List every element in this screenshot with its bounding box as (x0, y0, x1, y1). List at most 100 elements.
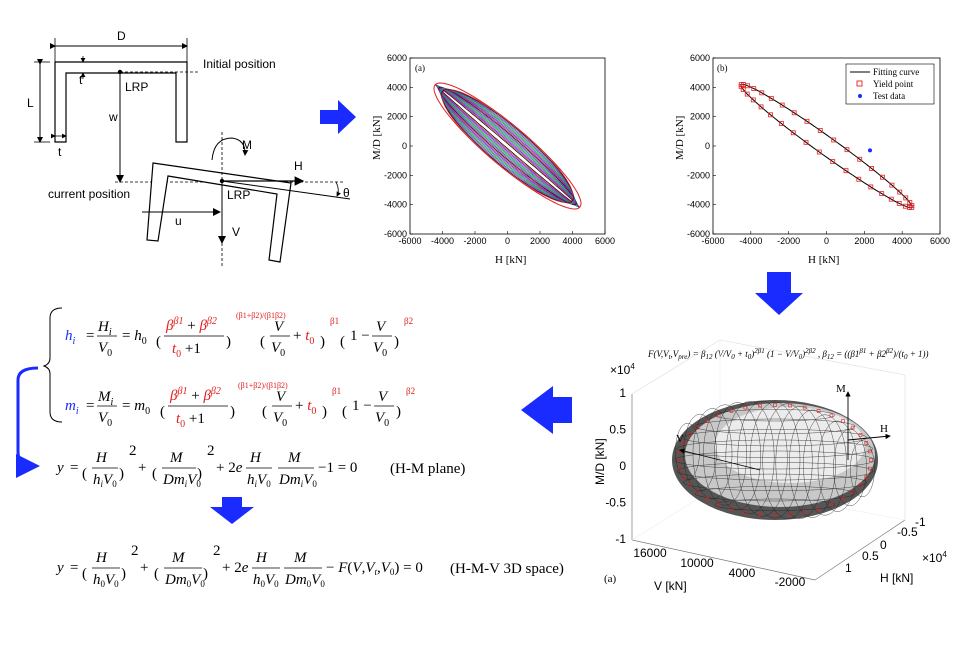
svg-text:2: 2 (213, 543, 221, 559)
plot-a-xtick: -6000 (398, 236, 421, 246)
svg-text:Hi: Hi (97, 319, 112, 338)
svg-text:(: ( (82, 566, 87, 582)
svg-text:β2: β2 (404, 316, 413, 326)
svg-text:β1: β1 (330, 316, 339, 326)
svg-text:): ) (119, 466, 124, 482)
lrp-bottom-label: LRP (227, 188, 250, 202)
theta-label: θ (343, 186, 350, 200)
svg-text:V0: V0 (375, 410, 389, 429)
svg-text:+ 2e: + 2e (222, 560, 249, 576)
plot-b-yield-point (888, 196, 894, 202)
plot-b-xtick: 6000 (930, 236, 950, 246)
zlabel: M/D [kN] (593, 438, 607, 485)
svg-text:=: = (86, 328, 94, 344)
plot-b-yield-point (897, 189, 903, 195)
svg-text:hiV0: hiV0 (247, 472, 271, 489)
svg-text:(: ( (154, 566, 159, 582)
plot-b-yield-point (830, 159, 836, 164)
equation-hmv-space: y = ( H h0V0 ) 2 + ( M Dm0V0 ) 2 + 2e H … (55, 543, 564, 589)
plot-3d-formula: F(V,Vt,Vpre) = β12 (V/V0 + t0)2β1 (1 − V… (647, 347, 929, 361)
svg-text:V: V (378, 389, 389, 405)
svg-text:(β1+β2)/(β1β2): (β1+β2)/(β1β2) (236, 311, 286, 320)
svg-text:): ) (394, 334, 399, 350)
plot-b-yield-point (889, 182, 895, 188)
plot-b-yield-point (791, 110, 797, 116)
plot-a-series (437, 86, 578, 206)
svg-text:t0 +1: t0 +1 (176, 411, 205, 430)
plot-a-fitting-ellipse (433, 82, 582, 210)
svg-text:M: M (169, 450, 184, 466)
plot-b-yield-point (803, 139, 809, 145)
current-frame (146, 162, 292, 263)
plot-b-yield-point (750, 97, 756, 103)
svg-text:M: M (293, 550, 308, 566)
svg-text:+: + (138, 460, 146, 476)
svg-text:(: ( (342, 404, 347, 420)
plot-b-test-data-point (868, 148, 873, 153)
plot-b-yield-point (817, 128, 823, 133)
svg-text:V0: V0 (98, 340, 112, 359)
svg-text:(: ( (262, 404, 267, 420)
hm-plane-label: (H-M plane) (390, 461, 465, 477)
current-position-label: current position (48, 187, 130, 201)
hmv-space-label: (H-M-V 3D space) (450, 561, 564, 577)
svg-text:+ 2e: + 2e (216, 460, 243, 476)
hlabel: H [kN] (880, 571, 913, 585)
svg-text:V: V (276, 389, 287, 405)
z-tick: 0.5 (609, 423, 626, 437)
plot-b-xtick: 0 (824, 236, 829, 246)
equations: hi = Hi V0 = h0 ( ββ1 + ββ2 t0 +1 ) (β1+… (15, 307, 564, 589)
svg-text:− F(V,Vt,V0) = 0: − F(V,Vt,V0) = 0 (326, 560, 423, 577)
plot-a-series (438, 86, 577, 206)
svg-text:−1 = 0: −1 = 0 (318, 460, 357, 476)
plot-a-xtick: -2000 (463, 236, 486, 246)
svg-text:hi: hi (65, 328, 76, 347)
svg-text:V0: V0 (373, 340, 387, 359)
svg-text:2: 2 (131, 543, 139, 559)
plot-a-series (438, 86, 577, 206)
lrp-top-label: LRP (125, 80, 148, 94)
svg-text:(: ( (156, 334, 161, 350)
axis-h-label: H (880, 423, 888, 435)
svg-text:β2: β2 (406, 386, 415, 396)
plot-a-series (440, 88, 575, 204)
plot-3d: F(V,Vt,Vpre) = β12 (V/V0 + t0)2β1 (1 − V… (593, 339, 947, 593)
svg-text:V0: V0 (273, 410, 287, 429)
svg-text:mi: mi (65, 398, 79, 417)
plot-a-ytick: 6000 (387, 53, 407, 63)
flow-arrow-right (320, 100, 356, 134)
iteration-arrow (15, 366, 40, 478)
plot-b-yield-point (844, 147, 850, 153)
svg-text:(: ( (82, 466, 87, 482)
svg-text:= m0: = m0 (122, 398, 150, 417)
svg-text:V0: V0 (271, 340, 285, 359)
plot-a-xlabel: H [kN] (495, 254, 526, 266)
plot-a-series (438, 87, 577, 205)
plot-a-series (439, 88, 576, 204)
svg-text:Mi: Mi (97, 389, 114, 408)
svg-text:): ) (320, 334, 325, 350)
plot-a-ytick: 2000 (387, 112, 407, 122)
h-tick: -0.5 (897, 525, 918, 539)
flow-arrow-left (521, 386, 572, 434)
axis-v-label: V (676, 433, 684, 445)
plot-b-yield-point (768, 112, 773, 118)
plot-a-ytick: -6000 (384, 229, 407, 239)
svg-text:): ) (121, 566, 126, 582)
plot-b-yield-point (758, 104, 764, 110)
plot-b: -6000 -4000 -2000 0 2000 4000 6000 6000 4000 2000… (674, 53, 950, 266)
plot-a-ytick: 0 (402, 141, 407, 151)
svg-text:DmiV0: DmiV0 (278, 472, 317, 489)
u-label: u (175, 214, 182, 228)
plot-b-yield-point (759, 90, 765, 96)
v-tick: 16000 (633, 546, 667, 560)
plot-b-yield-point (816, 149, 822, 155)
svg-text:H: H (249, 450, 262, 466)
plot-a-series (436, 85, 579, 207)
svg-text:): ) (203, 566, 208, 582)
svg-text:(: ( (152, 466, 157, 482)
plot-a-series (440, 88, 575, 204)
m-label: M (242, 138, 252, 152)
plot-a-xtick: 2000 (530, 236, 550, 246)
